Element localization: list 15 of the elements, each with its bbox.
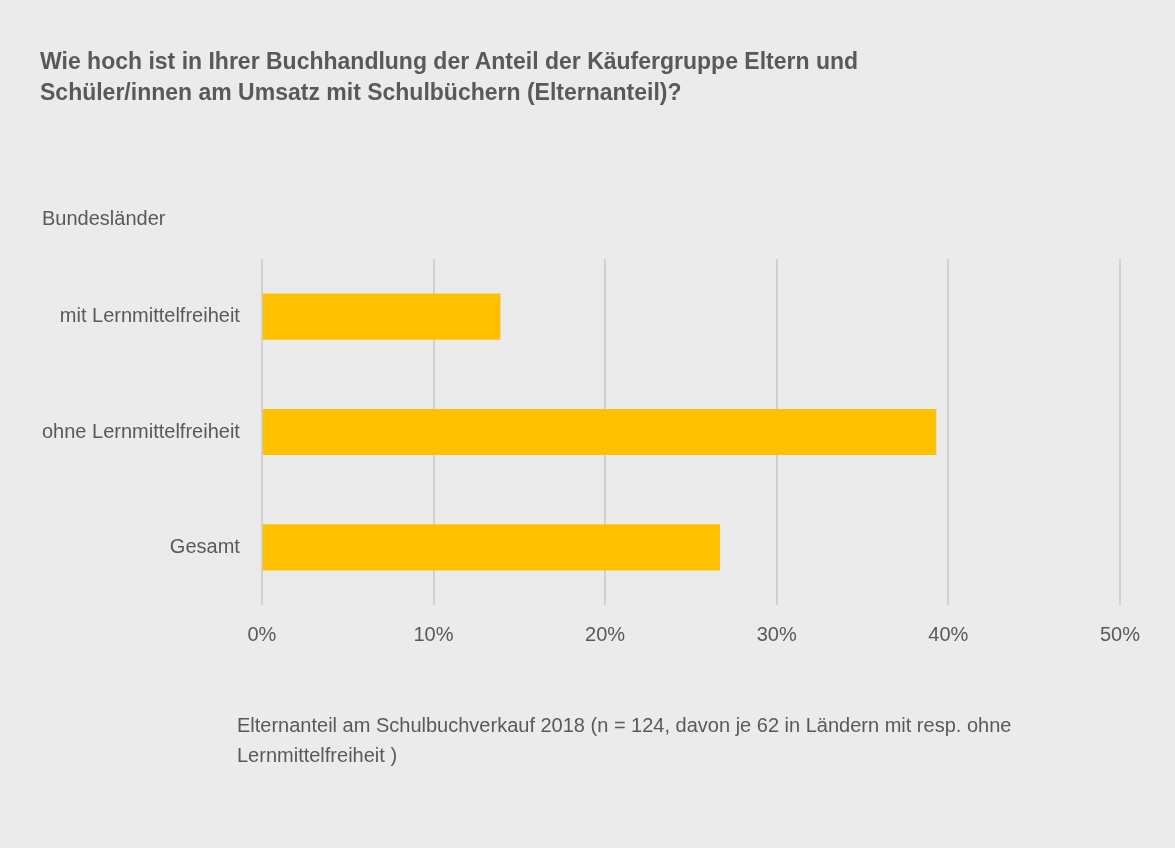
- x-tick-label: 10%: [413, 622, 454, 645]
- y-tick-label: mit Lernmittelfreiheit: [59, 304, 241, 327]
- y-tick-label: ohne Lernmittelfreiheit: [42, 419, 241, 442]
- x-tick-label: 20%: [585, 622, 626, 645]
- bar: [262, 524, 721, 571]
- chart-title: Wie hoch ist in Ihrer Buchhandlung der Anteil der Käufergruppe Eltern und Schüler/innen am Umsatz mit Schulbüchern (Elternanteil)?: [40, 47, 860, 107]
- y-tick-label: Gesamt: [169, 534, 241, 557]
- bar: [262, 408, 937, 456]
- x-tick-label: 40%: [928, 622, 969, 645]
- x-tick-label: 0%: [247, 622, 277, 645]
- x-tick-label: 30%: [756, 622, 797, 645]
- x-axis-title: Elternanteil am Schulbuchverkauf 2018 (n = 124, davon je 62 in Ländern mit resp. ohne Lernmittelfreiheit ): [237, 713, 1013, 768]
- bar: [262, 293, 501, 340]
- x-tick-label: 50%: [1099, 622, 1141, 645]
- y-axis-title: Bundesländer: [42, 207, 166, 230]
